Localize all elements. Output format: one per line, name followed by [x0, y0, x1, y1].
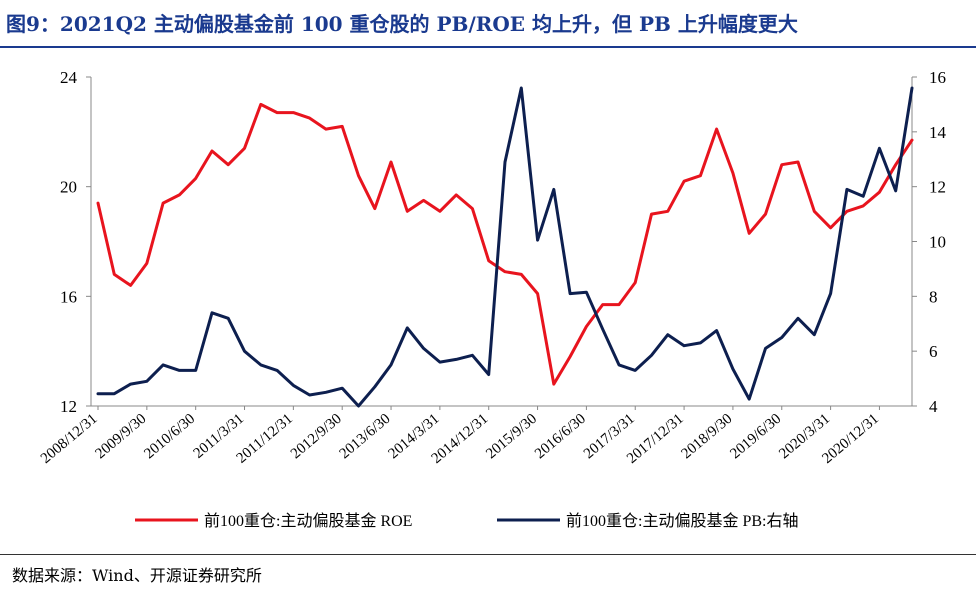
- pb-line: [96, 86, 914, 408]
- x-tick-label: 2012/9/30: [288, 411, 345, 462]
- legend: 前100重仓:主动偏股基金 ROE 前100重仓:主动偏股基金 PB:右轴: [135, 512, 798, 530]
- axes: 12162024468101214162008/12/312009/9/3020…: [38, 68, 947, 467]
- x-tick-label: 2015/9/30: [483, 411, 540, 462]
- figure-title: 图9：2021Q2 主动偏股基金前 100 重仓股的 PB/ROE 均上升，但 …: [6, 12, 798, 36]
- title-underline: [0, 46, 976, 48]
- legend-roe-label: 前100重仓:主动偏股基金 ROE: [204, 512, 412, 530]
- x-tick-label: 2008/12/31: [38, 411, 101, 467]
- legend-pb-label: 前100重仓:主动偏股基金 PB:右轴: [566, 512, 798, 530]
- left-tick-label: 12: [60, 397, 77, 416]
- x-tick-label: 2009/9/30: [93, 411, 150, 462]
- right-tick-label: 12: [929, 178, 946, 197]
- source-divider: [0, 554, 976, 555]
- roe-line: [96, 102, 914, 386]
- dual-axis-line-chart: 12162024468101214162008/12/312009/9/3020…: [38, 68, 947, 530]
- series-lines: [96, 86, 914, 408]
- left-tick-label: 24: [60, 68, 78, 87]
- x-tick-label: 2019/6/30: [727, 411, 784, 462]
- right-tick-label: 8: [929, 287, 938, 306]
- x-tick-label: 2010/6/30: [141, 411, 198, 462]
- right-tick-label: 4: [929, 397, 938, 416]
- right-tick-label: 10: [929, 233, 946, 252]
- left-tick-label: 16: [60, 287, 77, 306]
- right-tick-label: 6: [929, 342, 938, 361]
- x-tick-label: 2018/9/30: [679, 411, 736, 462]
- x-tick-label: 2013/6/30: [337, 411, 394, 462]
- source-note: 数据来源：Wind、开源证券研究所: [12, 566, 262, 585]
- x-tick-label: 2016/6/30: [532, 411, 589, 462]
- right-tick-label: 16: [929, 68, 946, 87]
- left-tick-label: 20: [60, 178, 77, 197]
- right-tick-label: 14: [929, 123, 947, 142]
